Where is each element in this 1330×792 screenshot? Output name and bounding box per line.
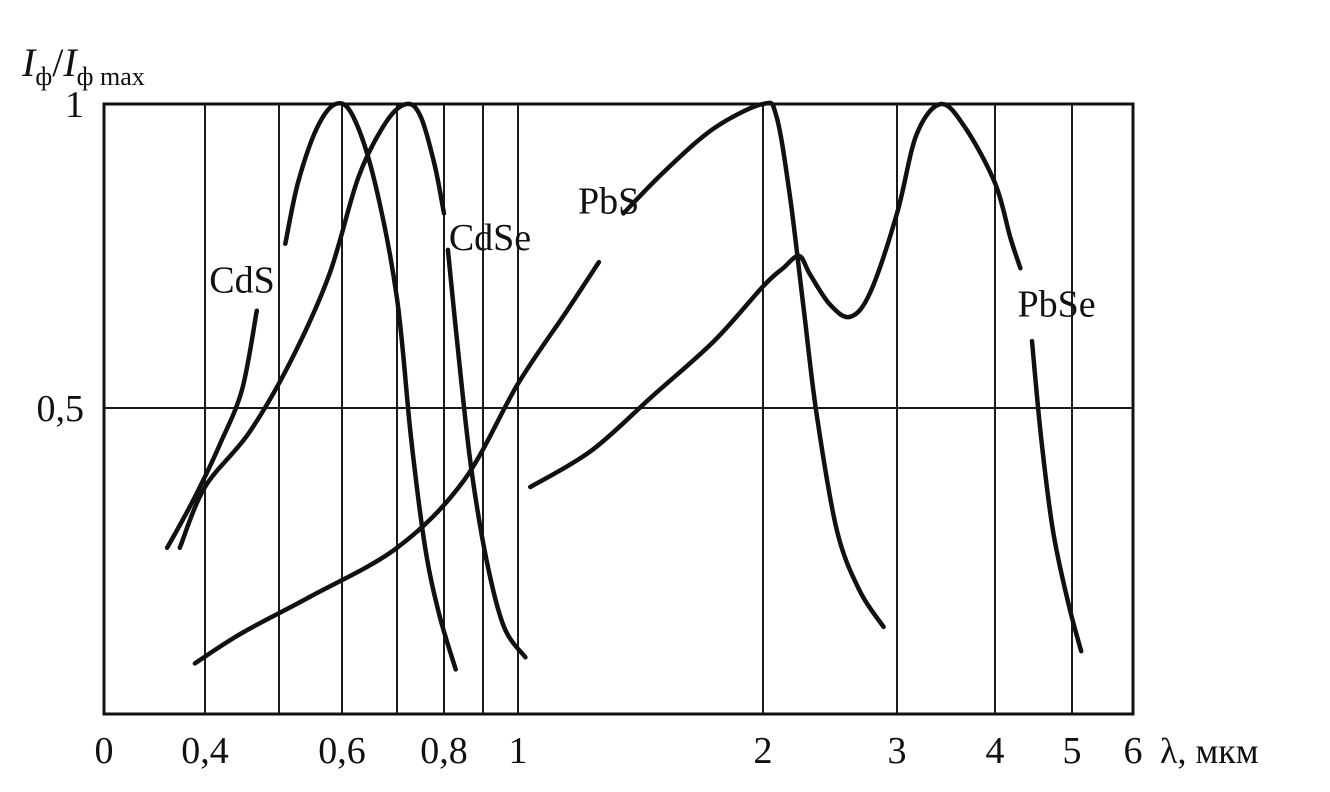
curve-cdse-segment-1	[177, 101, 447, 551]
x-axis-ticks: 0 0,4 0,6 0,8 1 2 3 4 5 6	[95, 730, 1143, 772]
curve-cds-segment-2	[283, 100, 458, 672]
y-axis-ticks: 10,5	[37, 84, 85, 430]
curve-cdse-segment-2	[445, 247, 528, 660]
x-tick-label: 0,6	[318, 730, 366, 772]
y-axis-label-i: I	[21, 40, 37, 85]
x-tick-label: 0,4	[181, 730, 229, 772]
y-axis-label: Iф/Iф max	[21, 40, 145, 91]
curve-labels: CdS CdSe PbS PbSe	[209, 180, 1095, 325]
x-tick-label: 3	[888, 730, 907, 772]
x-tick-label: 5	[1063, 730, 1082, 772]
x-tick-label: 1	[509, 730, 528, 772]
y-tick-label: 1	[65, 84, 84, 126]
grid	[104, 104, 1133, 714]
y-axis-label-slash: /	[52, 40, 64, 85]
x-tick-label: 0,8	[420, 730, 468, 772]
x-axis-label: λ, мкм	[1160, 731, 1259, 771]
curve-pbs-segment-1	[192, 259, 602, 666]
curve-label-cdse: CdSe	[449, 217, 531, 259]
curve-cds-segment-1	[164, 308, 260, 551]
plot-frame	[102, 102, 1135, 716]
y-axis-label-sub-max: ф max	[77, 62, 145, 91]
curve-label-pbs: PbS	[578, 180, 639, 222]
x-tick-label: 0	[95, 730, 114, 772]
curves	[164, 100, 1084, 672]
curve-pbse-segment-2	[1029, 338, 1084, 654]
curve-pbse-segment-1	[528, 101, 1023, 490]
x-tick-label: 6	[1124, 730, 1143, 772]
y-axis-label-i-max: I	[62, 40, 78, 85]
x-tick-label: 2	[754, 730, 773, 772]
curve-pbs-segment-2	[621, 100, 886, 630]
y-axis-label-sub: ф	[35, 62, 52, 91]
y-tick-label: 0,5	[37, 388, 85, 430]
curve-label-pbse: PbSe	[1018, 284, 1096, 326]
curve-label-cds: CdS	[209, 259, 274, 301]
x-tick-label: 4	[986, 730, 1005, 772]
